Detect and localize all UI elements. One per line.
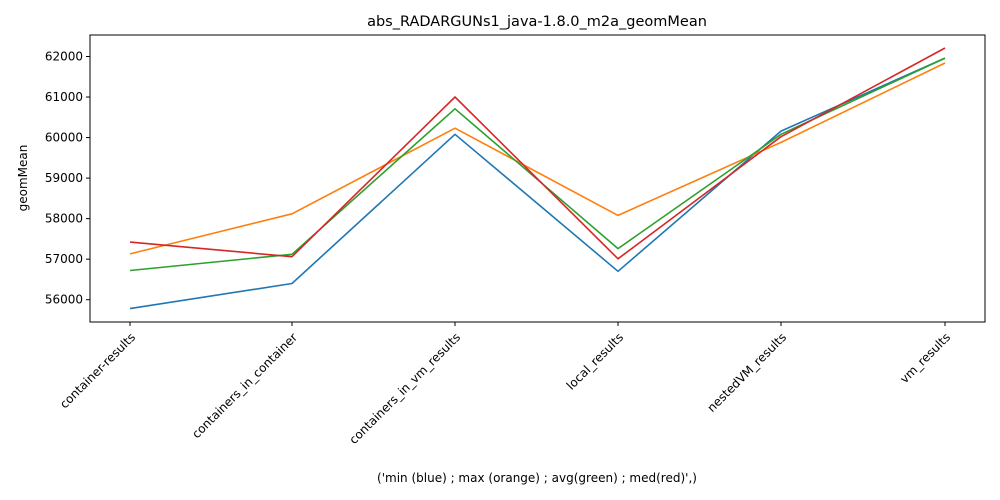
x-axis-label: ('min (blue) ; max (orange) ; avg(green)… [377,471,697,485]
y-tick-label: 62000 [45,49,83,63]
y-tick-label: 59000 [45,171,83,185]
series-line-1 [129,57,946,310]
y-tick-label: 56000 [45,293,83,307]
y-tick-label: 58000 [45,212,83,226]
x-tick-label: containers_in_vm_results [346,330,463,447]
x-tick-label: container-results [57,330,138,411]
plot-frame [89,34,986,323]
x-tick-label: local_results [564,330,626,392]
y-tick-label: 60000 [45,131,83,145]
x-tick-label: vm_results [897,330,953,386]
y-tick-label: 57000 [45,252,83,266]
y-axis: 56000 57000 58000 59000 60000 61000 62000 [45,49,90,307]
y-axis-label: geomMean [16,145,30,212]
series-line-2 [129,62,946,255]
chart-title: abs_RADARGUNs1_java-1.8.0_m2a_geomMean [367,14,707,30]
y-tick-label: 61000 [45,90,83,104]
series-line-4 [129,47,946,260]
x-tick-label: containers_in_container [189,330,300,441]
series-line-3 [129,57,946,272]
series-group [129,47,946,310]
x-axis: container-results containers_in_container… [57,322,953,447]
x-tick-label: nestedVM_results [704,330,789,415]
